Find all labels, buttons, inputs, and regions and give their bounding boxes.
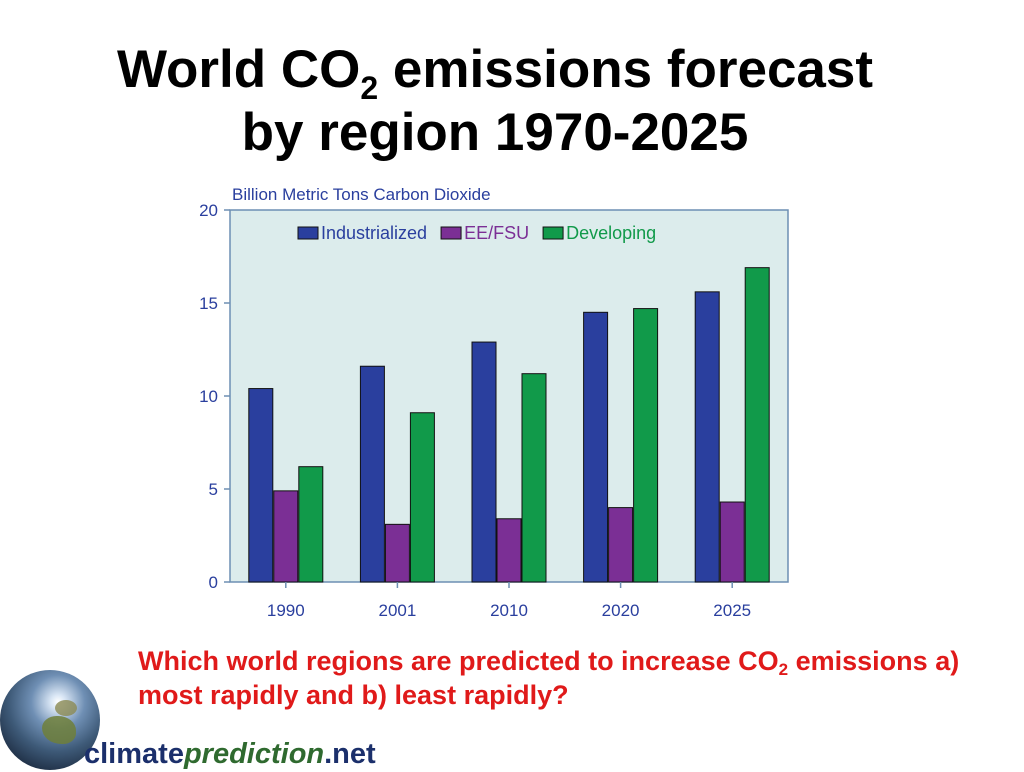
y-tick-label: 10 bbox=[199, 387, 218, 406]
globe-land-shape bbox=[42, 716, 76, 744]
title-text-part: emissions forecast bbox=[378, 40, 874, 99]
title-line-1: World CO2 emissions forecast bbox=[0, 38, 990, 104]
globe-logo-icon bbox=[0, 670, 100, 770]
legend-swatch bbox=[297, 226, 319, 240]
legend-swatch bbox=[542, 226, 564, 240]
bar bbox=[384, 523, 410, 583]
y-tick-label: 20 bbox=[199, 201, 218, 220]
bar bbox=[409, 412, 435, 583]
question-text: Which world regions are predicted to inc… bbox=[138, 644, 998, 712]
globe-land-shape bbox=[55, 700, 77, 716]
bar bbox=[359, 365, 385, 583]
y-tick-label: 5 bbox=[209, 480, 218, 499]
bar bbox=[744, 267, 770, 583]
bar-chart: Billion Metric Tons Carbon Dioxide 0 5 10 15… bbox=[180, 180, 800, 625]
bar bbox=[496, 518, 522, 583]
slide-title: World CO2 emissions forecast by region 1… bbox=[0, 38, 990, 164]
x-tick-label: 2020 bbox=[602, 601, 640, 620]
bar bbox=[298, 466, 324, 583]
bar bbox=[694, 291, 720, 583]
bar bbox=[521, 373, 547, 583]
bar bbox=[273, 490, 299, 583]
legend-label: Developing bbox=[566, 223, 656, 243]
question-part: Which world regions are predicted to inc… bbox=[138, 646, 779, 676]
logo-text-part: climate bbox=[84, 738, 184, 770]
site-logo-text: climateprediction.net bbox=[84, 736, 376, 772]
logo-text-part: .net bbox=[324, 738, 376, 770]
unit-label: Billion Metric Tons Carbon Dioxide bbox=[232, 185, 491, 204]
x-tick-label: 2010 bbox=[490, 601, 528, 620]
x-tick-label: 2001 bbox=[378, 601, 416, 620]
y-tick-label: 0 bbox=[209, 573, 218, 592]
bar bbox=[583, 311, 609, 583]
x-tick-label: 2025 bbox=[713, 601, 751, 620]
title-line-2: by region 1970-2025 bbox=[241, 103, 749, 162]
legend-swatch bbox=[440, 226, 462, 240]
legend-label: Industrialized bbox=[321, 223, 427, 243]
bar bbox=[248, 388, 274, 583]
question-subscript: 2 bbox=[778, 660, 789, 679]
title-text-part: World CO bbox=[116, 40, 361, 99]
logo-text-part: prediction bbox=[183, 738, 325, 770]
chart-svg: Billion Metric Tons Carbon Dioxide 0 5 10 15… bbox=[199, 185, 789, 620]
bar bbox=[608, 507, 634, 583]
title-subscript: 2 bbox=[360, 70, 379, 106]
x-tick-label: 1990 bbox=[267, 601, 305, 620]
bar bbox=[719, 501, 745, 583]
question-part: emissions a) most rapidly and b) least r… bbox=[138, 646, 960, 710]
legend-label: EE/FSU bbox=[464, 223, 529, 243]
y-tick-label: 15 bbox=[199, 294, 218, 313]
bar bbox=[633, 308, 659, 583]
bar bbox=[471, 341, 497, 583]
